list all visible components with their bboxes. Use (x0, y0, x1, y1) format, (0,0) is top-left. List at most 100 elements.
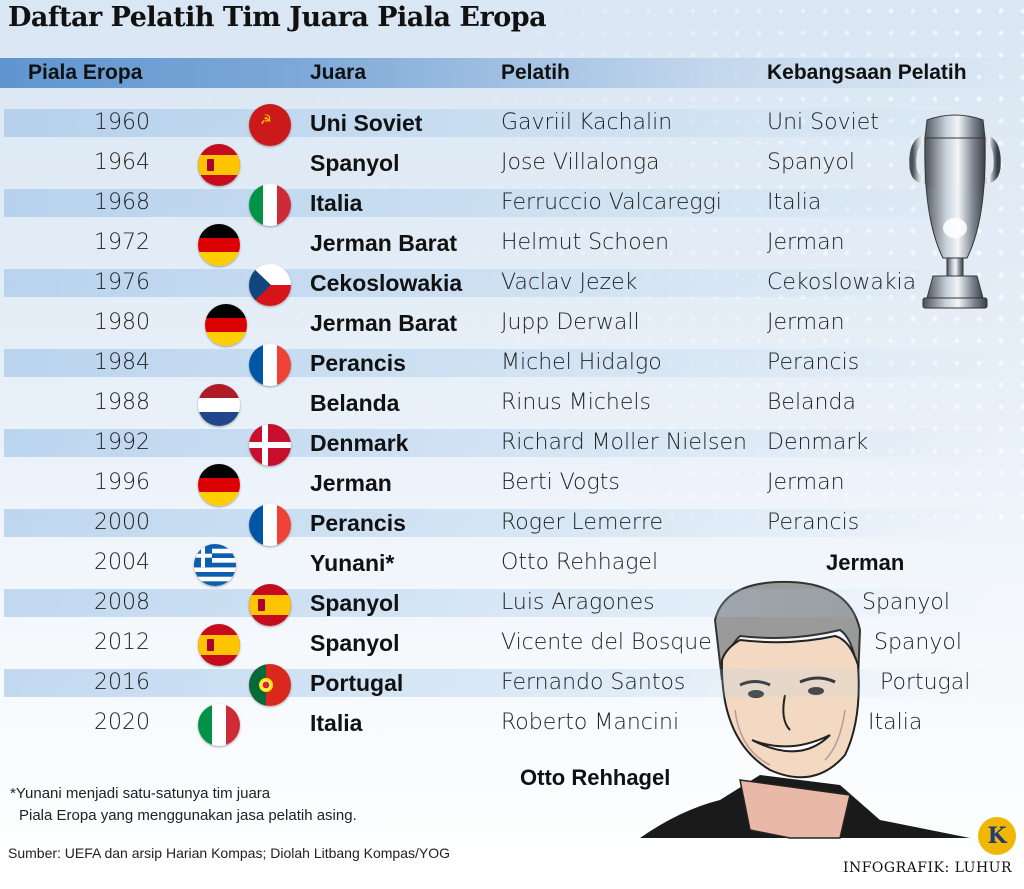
coach-cell: Jupp Derwall (501, 310, 640, 335)
year-cell: 1996 (94, 470, 150, 495)
champion-cell: Uni Soviet (310, 110, 423, 136)
champion-cell: Perancis (310, 510, 406, 536)
footnote-line-1: *Yunani menjadi satu-satunya tim juara (10, 785, 271, 802)
champion-cell: Yunani* (310, 550, 395, 576)
table-row: 1980 Jerman Barat Jupp Derwall Jerman (0, 303, 1024, 346)
champion-cell: Perancis (310, 350, 406, 376)
nationality-cell: Cekoslowakia (767, 270, 917, 295)
coach-cell: Otto Rehhagel (501, 550, 659, 575)
header-coach: Pelatih (501, 61, 570, 84)
table-row: 1960 ☭ Uni Soviet Gavriil Kachalin Uni Sovie… (0, 103, 1024, 146)
france-flag (249, 504, 291, 546)
year-cell: 1960 (94, 110, 150, 135)
coach-cell: Roger Lemerre (501, 510, 664, 535)
table-row: 2008 Spanyol Luis Aragones Spanyol (0, 583, 1024, 626)
year-cell: 2016 (94, 670, 150, 695)
year-cell: 1968 (94, 190, 150, 215)
coach-cell: Michel Hidalgo (501, 350, 662, 375)
year-cell: 1972 (94, 230, 150, 255)
champion-cell: Cekoslowakia (310, 270, 463, 296)
year-cell: 1980 (94, 310, 150, 335)
year-cell: 2000 (94, 510, 150, 535)
spain-flag (198, 624, 240, 666)
nationality-cell: Spanyol (767, 150, 855, 175)
table-header-bar (0, 58, 1024, 88)
table-row: 2016 Portugal Fernando Santos Portugal (0, 663, 1024, 706)
coach-cell: Jose Villalonga (501, 150, 660, 175)
denmark-flag (249, 424, 291, 466)
germany-flag (205, 304, 247, 346)
france-flag (249, 344, 291, 386)
nationality-cell: Spanyol (874, 630, 962, 655)
nationality-cell: Spanyol (862, 590, 950, 615)
nationality-cell: Italia (868, 710, 923, 735)
champion-cell: Spanyol (310, 590, 400, 616)
nationality-cell: Perancis (767, 510, 860, 535)
champion-cell: Italia (310, 190, 363, 216)
coach-cell: Fernando Santos (501, 670, 686, 695)
italy-flag (198, 704, 240, 746)
spain-flag (249, 584, 291, 626)
svg-text:☭: ☭ (260, 113, 272, 128)
table-row: 2012 Spanyol Vicente del Bosque Spanyol (0, 623, 1024, 666)
netherlands-flag (198, 384, 240, 426)
champion-cell: Denmark (310, 430, 409, 456)
champion-cell: Portugal (310, 670, 404, 696)
champion-cell: Italia (310, 710, 363, 736)
year-cell: 1988 (94, 390, 150, 415)
coach-cell: Helmut Schoen (501, 230, 670, 255)
nationality-cell: Jerman (826, 550, 905, 575)
italy-flag (249, 184, 291, 226)
nationality-cell: Jerman (767, 230, 845, 255)
page-title: Daftar Pelatih Tim Juara Piala Eropa (8, 2, 547, 33)
kompas-logo: K (978, 817, 1016, 855)
coach-cell: Gavriil Kachalin (501, 110, 673, 135)
coach-cell: Rinus Michels (501, 390, 651, 415)
trophy-icon (909, 114, 1001, 309)
infographic-credit: INFOGRAFIK: LUHUR (842, 860, 1012, 876)
table-row: 1988 Belanda Rinus Michels Belanda (0, 383, 1024, 426)
champion-cell: Belanda (310, 390, 400, 416)
table-row: 2004 Yunani* Otto Rehhagel Jerman (0, 543, 1024, 586)
champion-cell: Spanyol (310, 630, 400, 656)
czechoslovakia-flag (249, 264, 291, 306)
year-cell: 2020 (94, 710, 150, 735)
nationality-cell: Italia (767, 190, 822, 215)
portugal-flag (249, 664, 291, 706)
champion-cell: Jerman (310, 470, 392, 496)
year-cell: 2004 (94, 550, 150, 575)
year-cell: 1976 (94, 270, 150, 295)
coach-cell: Ferruccio Valcareggi (501, 190, 722, 215)
header-year: Piala Eropa (28, 61, 143, 84)
header-nationality: Kebangsaan Pelatih (767, 61, 967, 84)
year-cell: 1984 (94, 350, 150, 375)
header-country: Juara (310, 61, 367, 84)
nationality-cell: Perancis (767, 350, 860, 375)
portrait-caption: Otto Rehhagel (520, 765, 671, 790)
coach-cell: Richard Moller Nielsen (501, 430, 747, 455)
nationality-cell: Belanda (767, 390, 856, 415)
coach-cell: Vaclav Jezek (501, 270, 638, 295)
germany-flag (198, 464, 240, 506)
coach-cell: Berti Vogts (501, 470, 620, 495)
year-cell: 2008 (94, 590, 150, 615)
nationality-cell: Uni Soviet (767, 110, 879, 135)
coach-cell: Roberto Mancini (501, 710, 680, 735)
table-row: 1972 Jerman Barat Helmut Schoen Jerman (0, 223, 1024, 266)
nationality-cell: Jerman (767, 470, 845, 495)
coach-cell: Vicente del Bosque (501, 630, 712, 655)
spain-flag (198, 144, 240, 186)
coach-cell: Luis Aragones (501, 590, 655, 615)
champion-cell: Spanyol (310, 150, 400, 176)
ussr-flag: ☭ (249, 104, 291, 146)
year-cell: 1964 (94, 150, 150, 175)
table-row: 1996 Jerman Berti Vogts Jerman (0, 463, 1024, 506)
table-row: 2020 Italia Roberto Mancini Italia (0, 703, 1024, 746)
table-row: 1976 Cekoslowakia Vaclav Jezek Cekoslowakia (0, 263, 1024, 306)
year-cell: 1992 (94, 430, 150, 455)
champion-cell: Jerman Barat (310, 230, 458, 256)
greece-flag (194, 544, 236, 586)
germany-flag (198, 224, 240, 266)
nationality-cell: Denmark (767, 430, 869, 455)
nationality-cell: Portugal (880, 670, 971, 695)
